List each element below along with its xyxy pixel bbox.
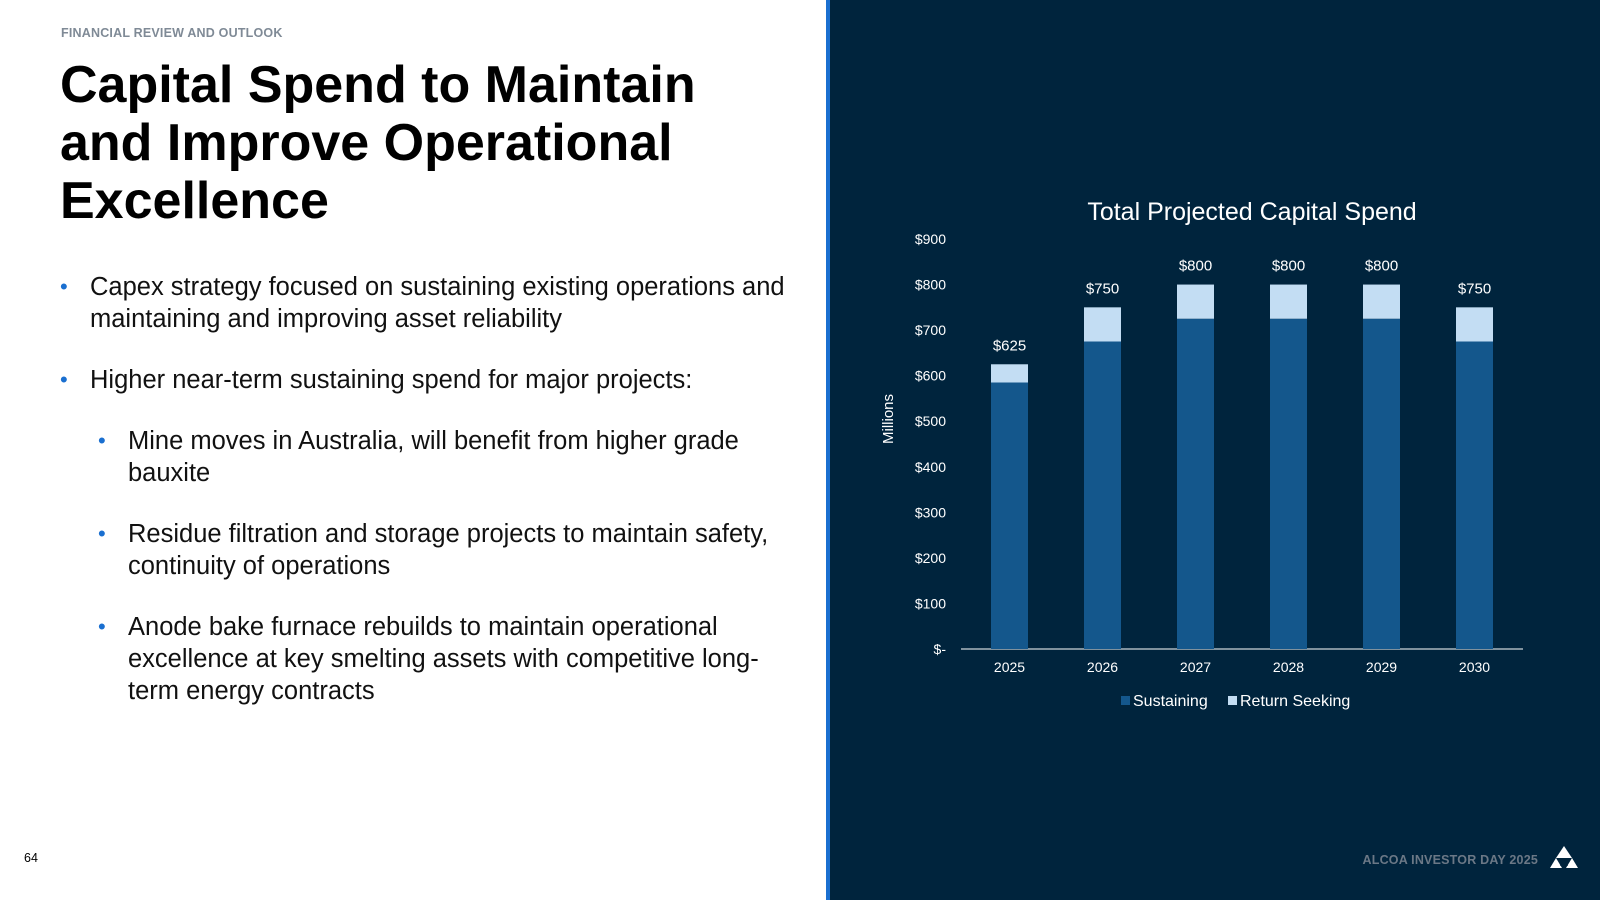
bar-return-seeking — [1177, 284, 1214, 319]
y-axis-label: Millions — [880, 394, 897, 444]
x-tick-label: 2030 — [1459, 659, 1490, 675]
bullet-text: Capex strategy focused on sustaining exi… — [90, 273, 785, 333]
total-data-label: $750 — [1458, 280, 1491, 297]
x-tick-label: 2025 — [994, 659, 1025, 675]
bar-return-seeking — [1084, 307, 1121, 342]
bullet-marker: • — [98, 521, 106, 546]
total-data-label: $750 — [1086, 280, 1119, 297]
bar-return-seeking — [991, 364, 1028, 383]
y-tick-label: $400 — [915, 459, 946, 475]
legend-swatch-sustaining — [1121, 696, 1130, 705]
sub-bullet-item: • Anode bake furnace rebuilds to maintai… — [60, 611, 800, 707]
bullet-text: Higher near-term sustaining spend for ma… — [90, 366, 693, 394]
total-data-label: $625 — [993, 337, 1026, 354]
content-panel: FINANCIAL REVIEW AND OUTLOOK Capital Spe… — [24, 26, 800, 865]
bar-sustaining — [1270, 318, 1307, 649]
page-number: 64 — [24, 851, 38, 865]
bullet-text: Mine moves in Australia, will benefit fr… — [128, 427, 739, 487]
bullet-list: • Capex strategy focused on sustaining e… — [60, 271, 800, 736]
sub-bullet-item: • Mine moves in Australia, will benefit … — [60, 425, 800, 489]
bullet-marker: • — [98, 614, 106, 639]
bar-sustaining — [991, 382, 1028, 649]
y-tick-label: $200 — [915, 550, 946, 566]
bullet-marker: • — [98, 428, 106, 453]
chart-title: Total Projected Capital Spend — [1087, 198, 1416, 226]
x-tick-label: 2027 — [1180, 659, 1211, 675]
x-tick-label: 2028 — [1273, 659, 1304, 675]
bar-return-seeking — [1270, 284, 1307, 319]
bullet-item: • Higher near-term sustaining spend for … — [60, 364, 800, 396]
legend-swatch-return-seeking — [1228, 696, 1237, 705]
capital-spend-chart: Total Projected Capital Spend Millions $- $… — [880, 198, 1523, 710]
total-data-label: $800 — [1179, 258, 1212, 275]
sub-bullet-item: • Residue filtration and storage project… — [60, 518, 800, 582]
x-tick-label: 2026 — [1087, 659, 1118, 675]
legend-label: Sustaining — [1133, 693, 1208, 710]
x-tick-label: 2029 — [1366, 659, 1397, 675]
bullet-item: • Capex strategy focused on sustaining e… — [60, 271, 800, 335]
bar-return-seeking — [1363, 284, 1400, 319]
bullet-text: Anode bake furnace rebuilds to maintain … — [128, 613, 759, 705]
bullet-marker: • — [60, 274, 68, 299]
total-data-label: $800 — [1272, 258, 1305, 275]
slide-title: Capital Spend to Maintain and Improve Op… — [60, 56, 696, 230]
bar-sustaining — [1084, 341, 1121, 649]
y-tick-label: $300 — [915, 504, 946, 520]
y-tick-label: $500 — [915, 413, 946, 429]
y-tick-label: $- — [934, 641, 947, 657]
y-tick-label: $600 — [915, 368, 946, 384]
bar-sustaining — [1177, 318, 1214, 649]
accent-divider — [826, 0, 830, 900]
y-tick-label: $800 — [915, 277, 946, 293]
bullet-text: Residue filtration and storage projects … — [128, 520, 769, 580]
y-tick-label: $700 — [915, 322, 946, 338]
section-label: FINANCIAL REVIEW AND OUTLOOK — [61, 26, 283, 40]
legend-label: Return Seeking — [1240, 693, 1350, 710]
bar-return-seeking — [1456, 307, 1493, 342]
event-footer: ALCOA INVESTOR DAY 2025 — [1362, 853, 1538, 867]
bar-sustaining — [1363, 318, 1400, 649]
alcoa-logo-icon — [1550, 846, 1578, 868]
y-tick-label: $100 — [915, 595, 946, 611]
total-data-label: $800 — [1365, 258, 1398, 275]
bullet-marker: • — [60, 367, 68, 392]
bar-sustaining — [1456, 341, 1493, 649]
y-tick-label: $900 — [915, 231, 946, 247]
